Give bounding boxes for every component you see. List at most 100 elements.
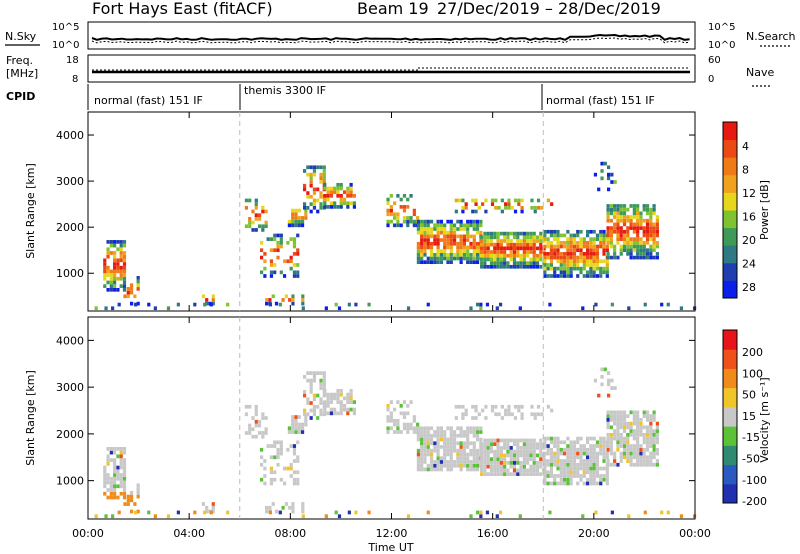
velocity-cell [576,462,580,467]
power-cell [649,207,653,212]
power-cell [276,248,280,253]
velocity-cell [309,382,313,387]
velocity-cell [429,433,434,438]
power-cell [420,227,424,231]
power-cell [556,248,560,253]
velocity-cell [436,445,440,449]
velocity-cell [522,464,526,469]
velocity-cell [549,462,554,467]
power-cell [556,255,560,260]
power-cell [416,252,420,257]
velocity-cell [626,414,630,418]
power-cell [496,239,500,243]
power-cell [526,264,530,269]
power-cell [291,208,295,213]
power-cell [263,252,267,256]
velocity-cell [479,426,483,431]
power-cell [449,260,453,265]
velocity-cell [429,437,434,442]
velocity-cell [439,433,444,438]
power-cell [589,270,593,275]
velocity-cell [609,444,613,448]
power-cell [420,219,424,224]
velocity-cell [636,462,640,467]
power-cell [346,193,350,198]
velocity-cell [642,462,646,467]
velocity-cell [626,451,630,456]
velocity-cell [480,442,484,447]
velocity-cell [619,432,623,437]
power-cell [486,257,490,262]
velocity-cell [616,418,620,422]
power-cell [609,240,613,245]
power-cell [546,252,550,256]
power-cell [264,224,268,229]
power-cell [409,193,413,198]
power-cell [636,237,640,241]
velocity-cell [436,437,440,442]
velocity-cell [452,460,457,464]
power-cell [582,255,586,260]
velocity-cell [429,456,434,461]
velocity-cell [281,505,285,510]
velocity-cell [309,386,313,390]
velocity-cell [660,510,664,515]
power-cell [649,244,653,249]
power-cell [399,223,403,228]
velocity-cell [600,382,604,387]
velocity-cell [452,441,457,446]
power-cell [244,205,249,210]
power-cell [613,215,617,219]
velocity-cell [579,455,583,460]
power-cell [322,180,326,184]
power-cell [499,242,503,247]
velocity-cell [461,416,465,420]
velocity-cell [549,455,554,460]
power-cell [479,306,483,311]
power-cell [569,252,573,256]
velocity-cell [456,448,460,453]
velocity-cell [504,412,508,417]
power-cell [592,255,596,260]
velocity-cell [423,452,427,457]
velocity-cell [423,433,427,438]
power-cell [483,235,487,240]
power-cell [122,273,127,277]
velocity-colorbar-label: Velocity [m s⁻¹] [758,377,771,462]
power-cell [483,264,487,269]
velocity-cell [116,473,120,477]
velocity-cell [572,470,577,475]
power-cell [636,229,640,234]
power-cell [616,211,620,216]
power-cell [597,187,601,192]
velocity-cell [549,466,554,471]
power-cell [626,240,630,245]
power-cell [649,218,653,223]
power-cell [512,246,517,251]
velocity-cell [572,462,577,467]
power-cell [632,229,636,234]
power-cell [386,219,390,224]
velocity-cell [296,440,300,445]
power-cell [516,246,520,251]
velocity-cell [569,466,573,471]
power-cell [503,264,507,269]
power-cell [452,227,457,231]
power-cell [512,261,517,265]
power-cell [466,260,470,265]
velocity-cell [103,480,107,485]
velocity-cell [436,460,440,464]
power-cell [420,230,424,235]
power-cell [585,244,590,249]
power-cell [474,209,478,214]
velocity-cell [109,480,113,485]
power-cell [119,243,123,248]
power-cell [312,202,317,206]
velocity-cell [386,415,390,419]
velocity-cell [426,437,430,442]
power-cell [289,237,293,241]
velocity-cell [273,470,277,475]
power-cell [553,233,557,238]
